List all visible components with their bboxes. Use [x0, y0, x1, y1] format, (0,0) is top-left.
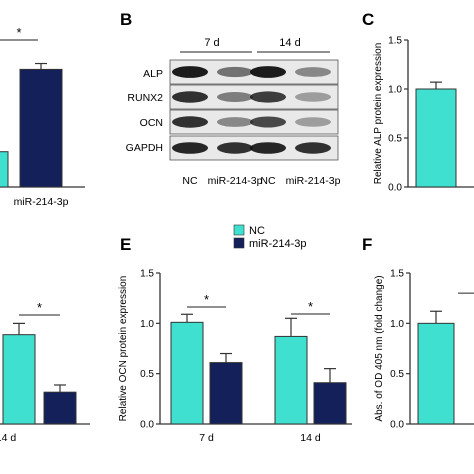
blot-band — [295, 67, 331, 77]
blot-band — [217, 117, 253, 127]
panel-e-x-tick-label: 14 d — [300, 432, 321, 444]
panel-e-sig-star: * — [308, 299, 313, 314]
blot-band — [172, 116, 208, 128]
panel-f-y-axis-label: Abs. of OD 405 nm (fold change) — [374, 275, 385, 421]
panel-d-x-tick-label: 14 d — [0, 432, 16, 444]
legend: NC miR-214-3p — [233, 224, 306, 250]
legend-label-mir: miR-214-3p — [249, 238, 306, 250]
blot-band — [217, 92, 253, 102]
legend-label-nc: NC — [249, 225, 265, 237]
panel-c-y-tick-label: 0.5 — [388, 134, 402, 145]
blot-image — [169, 59, 339, 161]
panel-c-nc-bar — [415, 88, 457, 188]
panel-c-letter: C — [362, 10, 374, 29]
panel-e-sig-star: * — [204, 292, 209, 307]
panel-d-sig-star: * — [37, 300, 42, 315]
panel-e-letter: E — [120, 235, 131, 254]
blot-band — [250, 91, 286, 103]
blot-row-label-alp: ALP — [143, 68, 163, 80]
panel-e: E 0.0 0.5 1.0 1.5 Relative OCN protein expre… — [118, 235, 352, 444]
panel-f-y-tick-label: 1.5 — [390, 269, 404, 280]
panel-e-y-tick-label: 0.5 — [140, 369, 154, 380]
panel-c-y-tick-label: 0.0 — [388, 183, 402, 194]
blot-lane-label-nc-14d: NC — [260, 175, 276, 187]
panel-f-y-tick-label: 0.0 — [390, 420, 404, 431]
blot-band — [295, 142, 331, 154]
panel-a-x-tick-label: miR-214-3p — [14, 196, 69, 208]
panel-e-mir-bar — [313, 382, 347, 425]
legend-swatch-nc — [233, 224, 245, 236]
panel-b-letter: B — [120, 10, 132, 29]
panel-a-sig-star: * — [16, 25, 21, 40]
panel-c-y-tick-label: 1.5 — [388, 36, 402, 47]
panel-e-y-tick-label: 1.0 — [140, 319, 154, 330]
blot-timepoint-7d: 7 d — [204, 37, 219, 49]
blot-row-label-gapdh: GAPDH — [126, 142, 163, 154]
panel-f-y-tick-label: 0.5 — [390, 369, 404, 380]
blot-band — [250, 66, 286, 78]
blot-row-label-ocn: OCN — [140, 117, 163, 129]
panel-a-mir-bar — [19, 68, 63, 188]
blot-band — [250, 116, 286, 128]
blot-row-label-runx2: RUNX2 — [127, 92, 163, 104]
blot-band — [295, 92, 331, 102]
blot-timepoint-14d: 14 d — [279, 37, 300, 49]
panel-c-y-tick-label: 1.0 — [388, 85, 402, 96]
blot-lane-label-mir-14d: miR-214-3p — [286, 175, 341, 187]
panel-c-y-axis-label: Relative ALP protein expression — [373, 43, 384, 185]
blot-band — [217, 142, 253, 154]
panel-e-y-axis-label: Relative OCN protein expression — [118, 276, 129, 422]
panel-f-letter: F — [362, 235, 372, 254]
panel-e-y-tick-label: 0.0 — [140, 420, 154, 431]
panel-e-y-tick-label: 1.5 — [140, 269, 154, 280]
blot-band — [250, 142, 286, 154]
panel-e-mir-bar — [209, 362, 243, 425]
blot-lane-label-nc: NC — [182, 175, 198, 187]
panel-f-nc-bar — [417, 322, 455, 425]
panel-a-partial: * miR-214-3p — [0, 25, 85, 208]
panel-b: B 7 d 14 d ALP RUNX2 OCN GAPDH NC miR-21… — [120, 10, 341, 187]
legend-swatch-mir — [233, 237, 245, 249]
panel-f-y-tick-label: 1.0 — [390, 319, 404, 330]
panel-d-mir-bar — [43, 391, 77, 425]
panel-e-x-tick-label: 7 d — [199, 432, 214, 444]
panel-d-nc-bar — [2, 334, 36, 425]
blot-band — [172, 91, 208, 103]
blot-band — [217, 66, 253, 78]
panel-c: C 0.0 0.5 1.0 1.5 Relative ALP protein expre… — [362, 10, 474, 194]
blot-band — [172, 66, 208, 78]
panel-d-partial: * 14 d — [0, 300, 90, 444]
panel-e-nc-bar — [170, 321, 204, 425]
panel-a-nc-bar — [0, 151, 9, 188]
panel-e-nc-bar — [274, 335, 308, 425]
blot-band — [295, 117, 331, 127]
panel-f: F 0.0 0.5 1.0 1.5 Abs. of OD 405 nm (fold ch… — [362, 235, 474, 431]
blot-lane-label-mir-7d: miR-214-3p — [208, 175, 263, 187]
blot-band — [172, 142, 208, 154]
